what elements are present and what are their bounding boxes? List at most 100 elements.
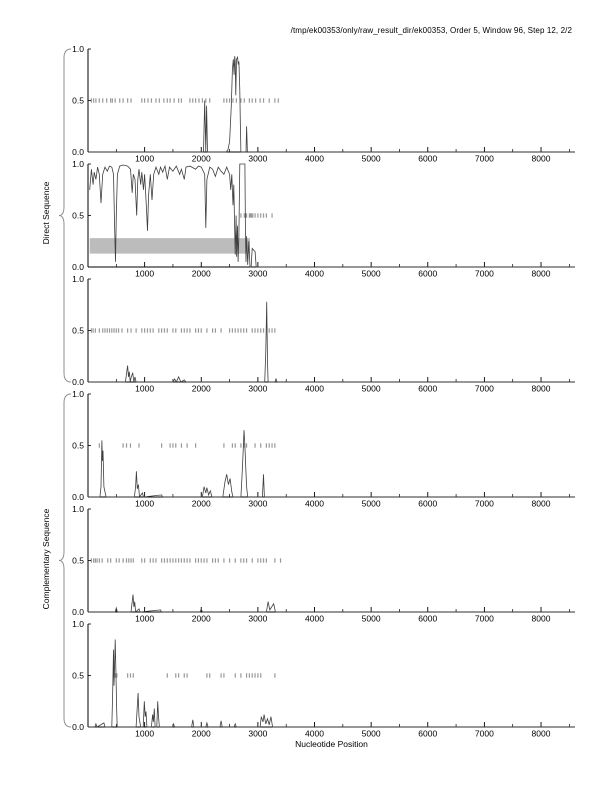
orf-marker-tick — [274, 98, 276, 103]
x-axis-label: Nucleotide Position — [295, 739, 368, 749]
orf-marker-tick — [248, 673, 250, 678]
orf-marker-tick — [237, 328, 239, 333]
x-tick-label: 1000 — [135, 614, 154, 624]
x-tick-label: 8000 — [532, 729, 551, 739]
orf-marker-tick — [144, 558, 146, 563]
orf-marker-tick — [149, 558, 151, 563]
orf-marker-tick — [234, 443, 236, 448]
orf-marker-tick — [194, 558, 197, 563]
orf-marker-tick — [254, 213, 256, 218]
x-tick-label: 1000 — [135, 729, 154, 739]
orf-marker-tick — [245, 443, 248, 448]
orf-marker-tick — [186, 443, 188, 448]
orf-marker-tick — [172, 558, 174, 563]
orf-marker-tick — [274, 558, 276, 563]
orf-marker-tick — [183, 558, 185, 563]
x-tick-label: 2000 — [192, 384, 211, 394]
orf-marker-tick — [92, 328, 94, 333]
orf-marker-tick — [119, 98, 121, 103]
orf-marker-tick — [132, 673, 134, 678]
orf-marker-tick — [141, 558, 143, 563]
x-tick-label: 8000 — [532, 269, 551, 279]
x-tick-label: 6000 — [418, 614, 437, 624]
x-tick-label: 4000 — [305, 269, 324, 279]
x-tick-label: 7000 — [475, 614, 494, 624]
orf-marker-tick — [175, 558, 177, 563]
probability-curve — [88, 639, 575, 728]
probability-curve — [89, 163, 575, 268]
orf-marker-tick — [251, 673, 253, 678]
x-tick-label: 1000 — [135, 154, 154, 164]
orf-marker-tick — [226, 98, 228, 103]
orf-marker-tick — [166, 328, 168, 333]
orf-marker-tick — [254, 673, 256, 678]
orf-marker-tick — [96, 558, 98, 563]
x-tick-label: 7000 — [475, 154, 494, 164]
orf-marker-tick — [271, 443, 273, 448]
orf-marker-tick — [274, 443, 276, 448]
orf-marker-tick — [141, 98, 143, 103]
orf-marker-tick — [197, 328, 200, 333]
orf-markers — [98, 443, 276, 448]
orf-marker-tick — [163, 558, 166, 563]
orf-marker-tick — [113, 328, 115, 333]
orf-marker-tick — [104, 328, 106, 333]
orf-markers — [240, 213, 273, 218]
orf-marker-tick — [90, 558, 92, 563]
y-tick-label: 1.0 — [72, 504, 84, 514]
orf-marker-tick — [231, 443, 234, 448]
orf-marker-tick — [198, 98, 200, 103]
orf-marker-tick — [262, 558, 265, 563]
orf-marker-tick — [189, 328, 191, 333]
x-tick-label: 7000 — [475, 499, 494, 509]
x-tick-label: 1000 — [135, 499, 154, 509]
orf-marker-tick — [180, 558, 183, 563]
orf-marker-tick — [122, 558, 124, 563]
orf-marker-tick — [106, 328, 108, 333]
y-tick-label: 0.0 — [72, 492, 84, 502]
orf-marker-tick — [163, 98, 165, 103]
orf-marker-tick — [175, 673, 177, 678]
x-tick-label: 8000 — [532, 384, 551, 394]
orf-marker-tick — [197, 558, 200, 563]
y-tick-label: 0.0 — [72, 722, 84, 732]
panel-direct-frame-1: 0.0 0.5 1.0 1000 2000 3000 4000 5000 6000 7000 800… — [72, 44, 575, 164]
orf-marker-tick — [240, 558, 242, 563]
x-tick-label: 4000 — [305, 499, 324, 509]
orf-marker-tick — [254, 328, 256, 333]
orf-marker-tick — [138, 443, 140, 448]
orf-marker-tick — [175, 328, 177, 333]
x-tick-label: 7000 — [475, 269, 494, 279]
orf-marker-tick — [257, 328, 259, 333]
y-tick-label: 0.5 — [72, 556, 84, 566]
orf-marker-tick — [274, 328, 276, 333]
orf-marker-tick — [223, 443, 225, 448]
orf-marker-tick — [94, 328, 96, 333]
panel-direct-frame-3: 0.0 0.5 1.0 1000 2000 3000 4000 5000 6000 7000 800… — [72, 274, 575, 394]
orf-marker-tick — [245, 558, 248, 563]
x-tick-label: 5000 — [362, 614, 381, 624]
orf-marker-tick — [251, 213, 253, 218]
orf-marker-tick — [90, 98, 92, 103]
x-tick-label: 8000 — [532, 154, 551, 164]
orf-marker-tick — [130, 98, 132, 103]
x-tick-label: 1000 — [135, 384, 154, 394]
orf-marker-tick — [166, 558, 168, 563]
panel-complementary-frame-2: 0.0 0.5 1.0 1000 2000 3000 4000 5000 6000 7000 800… — [72, 504, 575, 624]
orf-marker-tick — [228, 98, 231, 103]
orf-marker-tick — [223, 673, 225, 678]
orf-marker-tick — [166, 673, 168, 678]
x-tick-label: 3000 — [248, 384, 267, 394]
orf-marker-tick — [172, 328, 174, 333]
orf-marker-tick — [183, 328, 185, 333]
x-tick-label: 4000 — [305, 154, 324, 164]
orf-markers — [90, 558, 282, 563]
orf-marker-tick — [260, 558, 262, 563]
orf-marker-tick — [220, 673, 222, 678]
orf-marker-tick — [201, 98, 203, 103]
orf-marker-tick — [223, 98, 225, 103]
orf-marker-tick — [271, 213, 273, 218]
x-tick-label: 4000 — [305, 729, 324, 739]
orf-marker-tick — [194, 328, 197, 333]
orf-marker-tick — [189, 98, 191, 103]
